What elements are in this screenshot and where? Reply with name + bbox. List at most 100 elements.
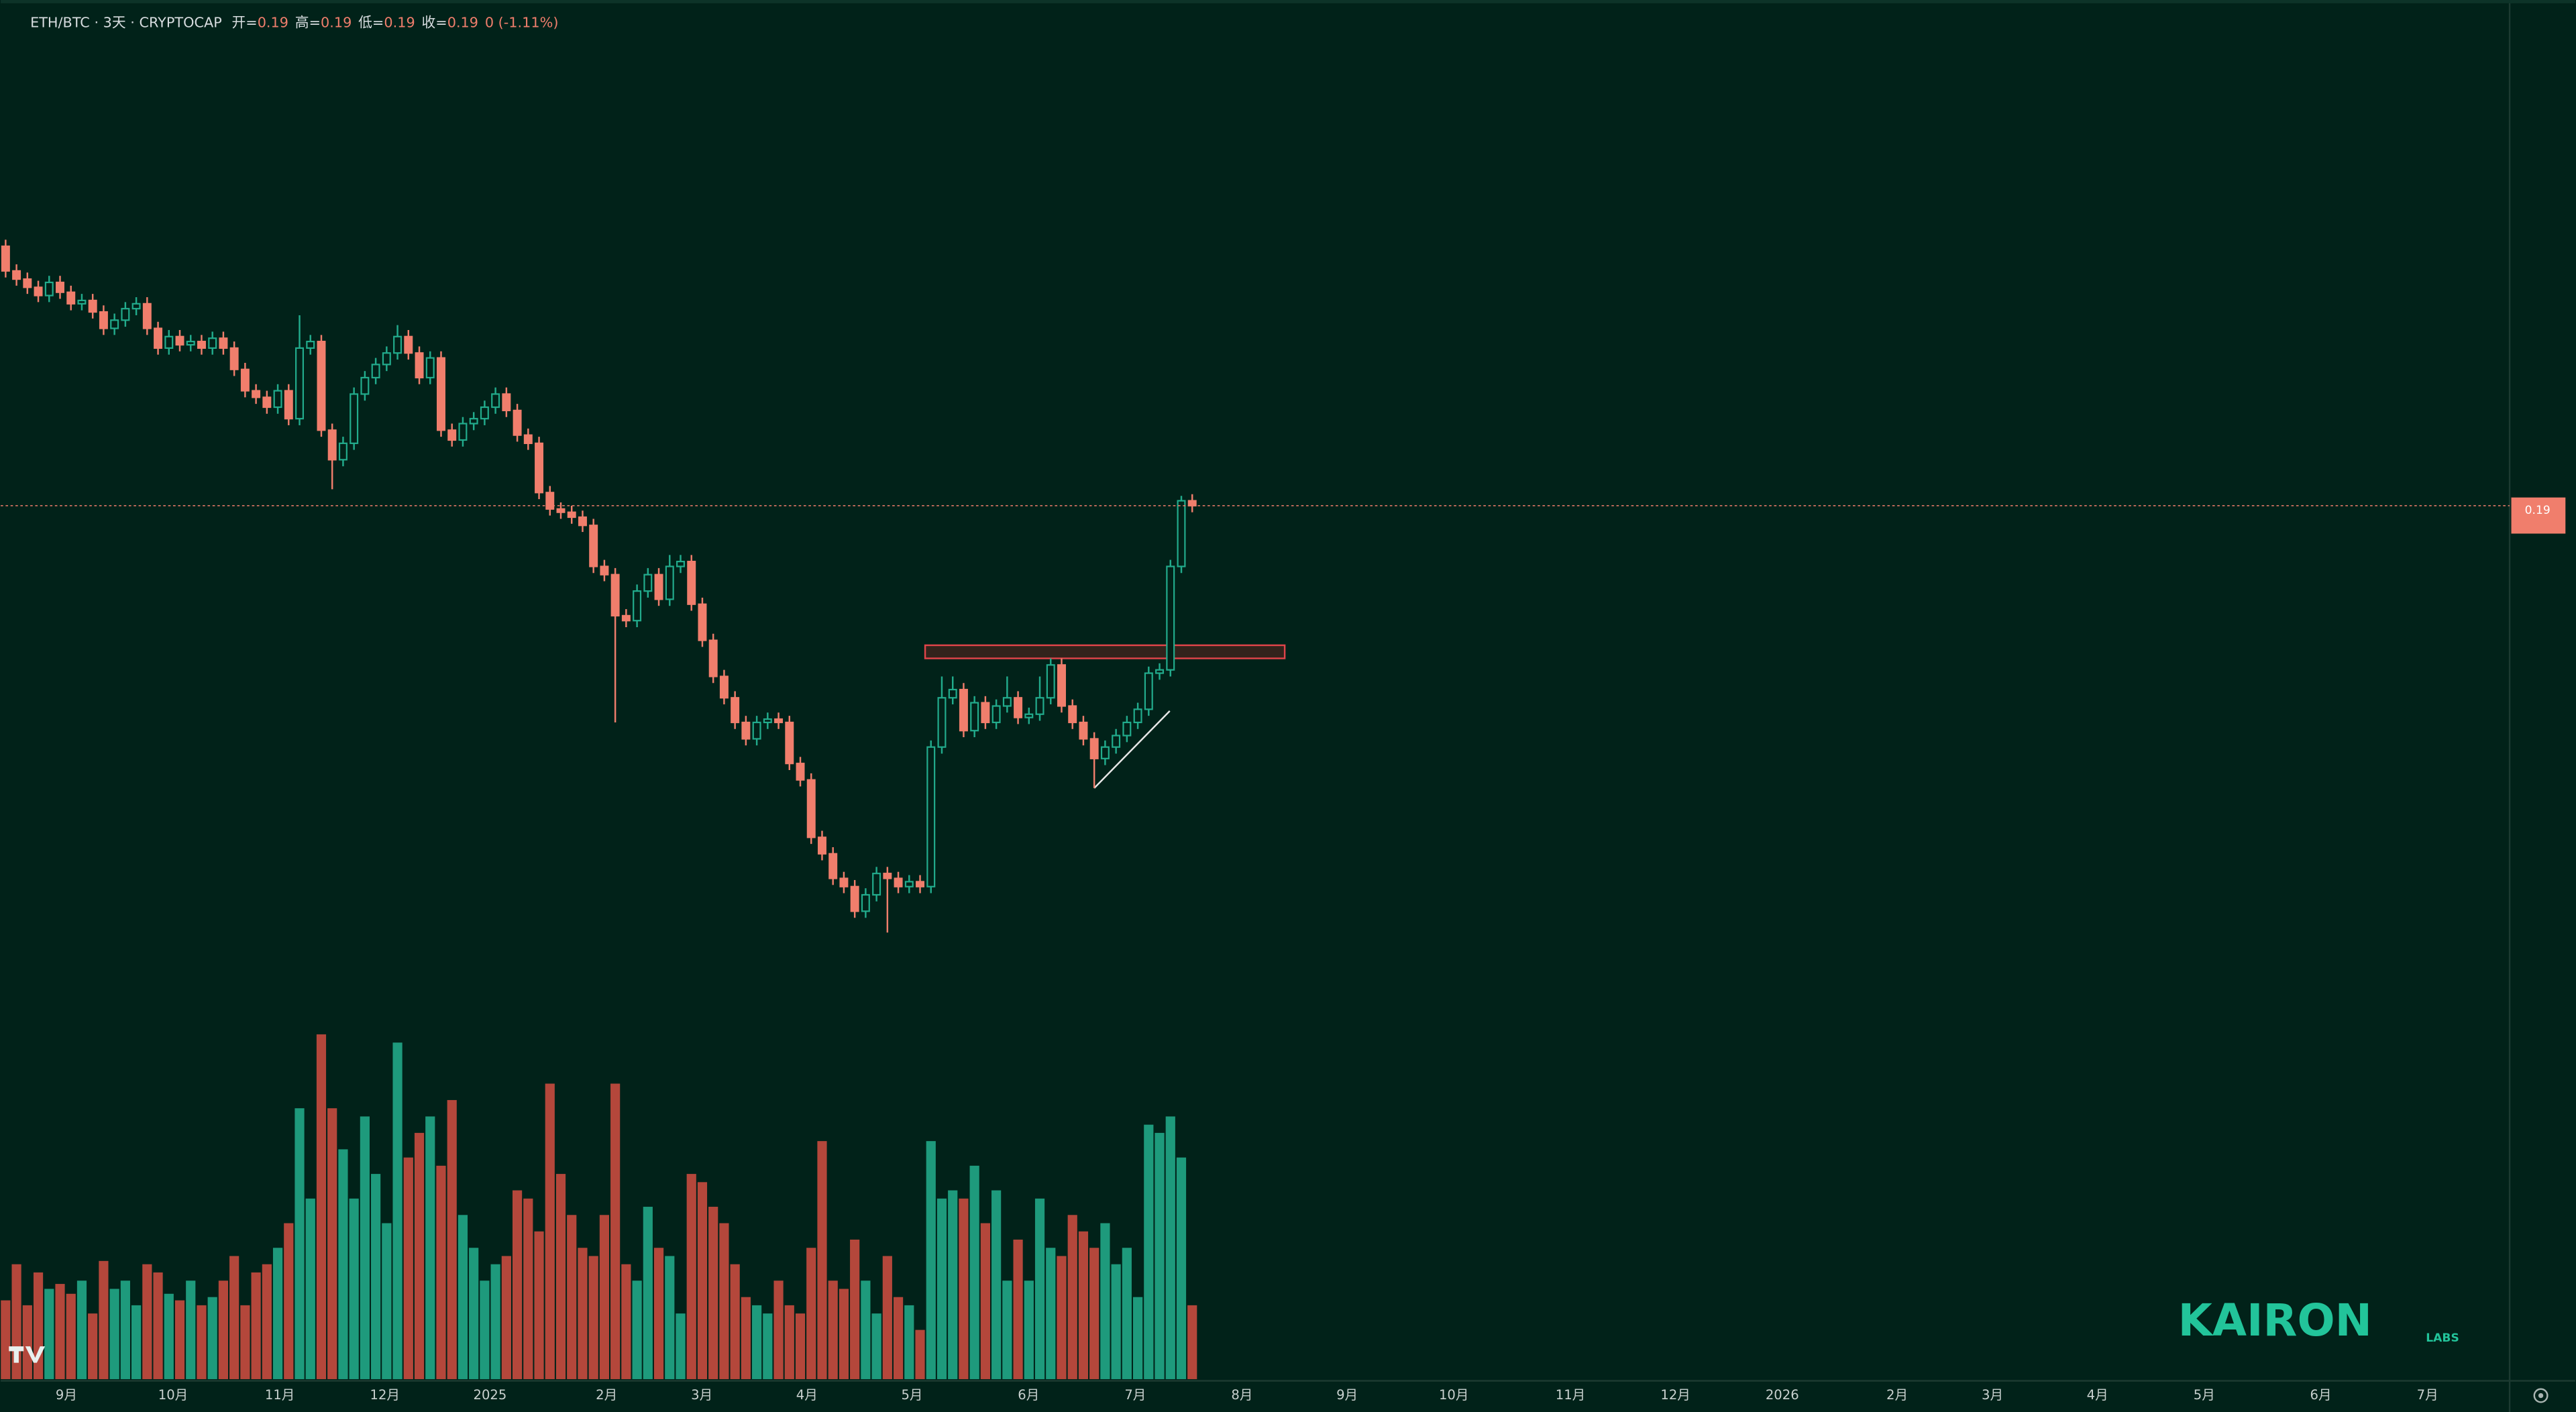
- candle-body: [741, 721, 751, 740]
- candle-body: [916, 881, 925, 887]
- change: 0 (-1.11%): [485, 14, 559, 30]
- candle-body: [1, 246, 10, 272]
- volume-bar: [610, 1083, 621, 1380]
- candle-body: [1079, 721, 1088, 740]
- volume-bar: [44, 1289, 54, 1380]
- volume-bar: [871, 1313, 881, 1380]
- volume-bar: [207, 1297, 217, 1380]
- candle-body: [991, 705, 1001, 724]
- candle-body: [633, 590, 642, 622]
- legend: ETH/BTC · 3天 · CRYPTOCAP 开= 0.19 高= 0.19 低= 0…: [30, 14, 558, 30]
- candle-body: [708, 639, 718, 677]
- candle-body: [970, 702, 979, 732]
- candle-body: [12, 270, 21, 280]
- volume-bar: [817, 1141, 827, 1380]
- x-tick-label: 10月: [158, 1387, 189, 1403]
- candle-body: [545, 492, 555, 510]
- x-tick-label: 2月: [1886, 1387, 1908, 1403]
- candle-body: [774, 718, 784, 724]
- volume-bar: [469, 1248, 479, 1380]
- candle-body: [66, 291, 76, 305]
- volume-bar: [512, 1190, 523, 1380]
- volume-bar: [99, 1260, 109, 1380]
- volume-bar: [653, 1248, 664, 1380]
- candle-body: [589, 525, 598, 567]
- volume-bar: [262, 1264, 272, 1380]
- x-tick-label: 6月: [1018, 1387, 1039, 1403]
- volume-bar: [534, 1231, 544, 1380]
- volume-bar: [578, 1248, 588, 1380]
- candle-body: [806, 779, 816, 838]
- candle-body: [154, 327, 163, 349]
- volume-bar: [55, 1284, 65, 1380]
- candle-body: [317, 341, 326, 431]
- candle-body: [273, 390, 282, 409]
- volume-bar: [850, 1239, 860, 1380]
- volume-bar: [120, 1281, 130, 1380]
- volume-bar: [730, 1264, 740, 1380]
- candle-body: [469, 418, 478, 425]
- volume-bar: [904, 1305, 914, 1380]
- candle-body: [186, 341, 195, 346]
- volume-bar: [893, 1297, 904, 1380]
- candle-body: [894, 877, 903, 887]
- volume-bar: [643, 1207, 653, 1380]
- volume-bar: [327, 1108, 337, 1380]
- x-tick-label: 5月: [901, 1387, 922, 1403]
- candle-body: [981, 702, 990, 724]
- ohlc-label: 低=: [358, 14, 384, 30]
- candle-body: [643, 574, 653, 592]
- candle-body: [1166, 565, 1175, 671]
- volume-bar: [784, 1305, 794, 1380]
- candles: [1, 239, 2510, 933]
- candle-body: [382, 352, 391, 366]
- volume-bar: [806, 1248, 816, 1380]
- volume-bar: [1122, 1248, 1132, 1380]
- candle-body: [665, 565, 674, 600]
- volume-bar: [1132, 1297, 1143, 1380]
- candle-body: [1144, 672, 1153, 710]
- volume-bar: [882, 1256, 892, 1380]
- volume-bar: [1002, 1281, 1012, 1380]
- candle-body: [937, 697, 947, 748]
- candle-body: [131, 303, 141, 310]
- x-tick-label: 12月: [370, 1387, 400, 1403]
- candle-body: [252, 390, 261, 398]
- volume-bar: [719, 1223, 729, 1380]
- resistance-zone: [924, 644, 1286, 659]
- candle-body: [600, 565, 609, 576]
- volume-bar: [686, 1174, 696, 1380]
- volume-bar: [980, 1223, 990, 1380]
- volume-bar: [752, 1305, 762, 1380]
- candle-body: [796, 763, 805, 781]
- candle-body: [861, 893, 870, 912]
- x-tick-label: 8月: [1231, 1387, 1252, 1403]
- x-tick-label: 4月: [2087, 1387, 2108, 1403]
- candle-body: [752, 721, 761, 740]
- x-tick-label: 2025: [474, 1387, 507, 1403]
- candle-body: [676, 561, 685, 567]
- symbol: ETH/BTC · 3天 · CRYPTOCAP: [30, 14, 222, 30]
- price-label-box: [2511, 497, 2566, 534]
- settings-icon[interactable]: [2533, 1388, 2548, 1403]
- x-tick-label: 11月: [265, 1387, 295, 1403]
- candle-body: [88, 299, 97, 313]
- volume-bar: [501, 1256, 511, 1380]
- volume-bar: [480, 1281, 490, 1380]
- volume-bar: [131, 1305, 142, 1380]
- ohlc-value: 0.19: [321, 14, 352, 30]
- volume-bar: [164, 1293, 174, 1380]
- brand-sub: LABS: [2426, 1332, 2459, 1345]
- volume-bar: [567, 1215, 577, 1380]
- volume-bar: [1013, 1239, 1023, 1380]
- volume-bar: [349, 1198, 359, 1380]
- volume-bar: [632, 1281, 642, 1380]
- candle-body: [338, 442, 347, 461]
- candle-body: [360, 376, 370, 395]
- candle-body: [371, 364, 380, 379]
- volume-bar: [109, 1289, 119, 1380]
- candle-body: [350, 393, 359, 444]
- volume-bar: [88, 1313, 98, 1380]
- candle-body: [1089, 738, 1099, 759]
